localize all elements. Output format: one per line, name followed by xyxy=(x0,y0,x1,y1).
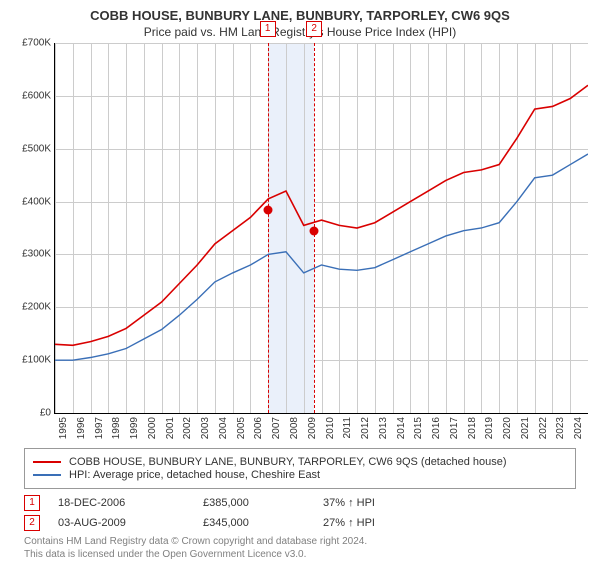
legend-box: COBB HOUSE, BUNBURY LANE, BUNBURY, TARPO… xyxy=(24,448,576,489)
x-axis-label: 2001 xyxy=(165,417,176,439)
transaction-pct: 27% ↑ HPI xyxy=(323,517,443,529)
series-hpi xyxy=(55,154,588,360)
x-axis-label: 2022 xyxy=(538,417,549,439)
footer-line-2: This data is licensed under the Open Gov… xyxy=(24,548,576,561)
marker-label-box: 2 xyxy=(306,21,322,37)
y-axis-label: £100K xyxy=(22,355,51,366)
legend-row: HPI: Average price, detached house, Ches… xyxy=(33,469,567,481)
x-axis-label: 1997 xyxy=(94,417,105,439)
x-axis-label: 2015 xyxy=(413,417,424,439)
y-axis-label: £300K xyxy=(22,249,51,260)
chart-title: COBB HOUSE, BUNBURY LANE, BUNBURY, TARPO… xyxy=(0,0,600,23)
x-axis-label: 1995 xyxy=(58,417,69,439)
transaction-marker: 1 xyxy=(24,495,40,511)
footer-line-1: Contains HM Land Registry data © Crown c… xyxy=(24,535,576,548)
y-axis-label: £500K xyxy=(22,143,51,154)
transaction-row: 2 03-AUG-2009£345,00027% ↑ HPI xyxy=(24,515,576,531)
x-axis-label: 2014 xyxy=(396,417,407,439)
x-axis-label: 2023 xyxy=(555,417,566,439)
marker-dot xyxy=(263,205,272,214)
transaction-date: 03-AUG-2009 xyxy=(58,517,203,529)
x-axis-label: 2002 xyxy=(182,417,193,439)
x-axis-label: 2007 xyxy=(271,417,282,439)
y-axis-label: £600K xyxy=(22,90,51,101)
x-axis-label: 2013 xyxy=(378,417,389,439)
x-axis-label: 2008 xyxy=(289,417,300,439)
x-axis-label: 1996 xyxy=(76,417,87,439)
transaction-price: £345,000 xyxy=(203,517,323,529)
x-axis-label: 2006 xyxy=(253,417,264,439)
x-axis-label: 2010 xyxy=(325,417,336,439)
chart-svg xyxy=(55,43,588,413)
footer-text: Contains HM Land Registry data © Crown c… xyxy=(24,535,576,561)
x-axis-label: 2019 xyxy=(484,417,495,439)
transaction-table: 1 18-DEC-2006£385,00037% ↑ HPI 2 03-AUG-200… xyxy=(24,495,576,531)
x-axis-label: 2016 xyxy=(431,417,442,439)
x-axis-label: 1999 xyxy=(129,417,140,439)
transaction-marker: 2 xyxy=(24,515,40,531)
x-axis-label: 2004 xyxy=(218,417,229,439)
x-axis-label: 2005 xyxy=(236,417,247,439)
transaction-date: 18-DEC-2006 xyxy=(58,497,203,509)
y-axis-label: £0 xyxy=(40,408,51,419)
y-axis-label: £700K xyxy=(22,38,51,49)
transaction-price: £385,000 xyxy=(203,497,323,509)
series-property xyxy=(55,85,588,345)
y-axis-label: £200K xyxy=(22,302,51,313)
x-axis-label: 2012 xyxy=(360,417,371,439)
legend-swatch xyxy=(33,474,61,476)
x-axis-label: 2003 xyxy=(200,417,211,439)
x-axis-label: 1998 xyxy=(111,417,122,439)
x-axis-label: 2024 xyxy=(573,417,584,439)
legend-swatch xyxy=(33,461,61,463)
legend-label: HPI: Average price, detached house, Ches… xyxy=(69,469,320,481)
chart-subtitle: Price paid vs. HM Land Registry's House … xyxy=(0,23,600,43)
legend-row: COBB HOUSE, BUNBURY LANE, BUNBURY, TARPO… xyxy=(33,456,567,468)
x-axis-label: 2011 xyxy=(342,417,353,439)
legend-label: COBB HOUSE, BUNBURY LANE, BUNBURY, TARPO… xyxy=(69,456,507,468)
x-axis-label: 2009 xyxy=(307,417,318,439)
x-axis-label: 2020 xyxy=(502,417,513,439)
marker-label-box: 1 xyxy=(260,21,276,37)
x-axis-label: 2017 xyxy=(449,417,460,439)
x-axis-label: 2000 xyxy=(147,417,158,439)
x-axis-label: 2021 xyxy=(520,417,531,439)
transaction-pct: 37% ↑ HPI xyxy=(323,497,443,509)
transaction-row: 1 18-DEC-2006£385,00037% ↑ HPI xyxy=(24,495,576,511)
chart-area: £0£100K£200K£300K£400K£500K£600K£700K199… xyxy=(54,43,588,414)
marker-dot xyxy=(310,226,319,235)
y-axis-label: £400K xyxy=(22,196,51,207)
x-axis-label: 2018 xyxy=(467,417,478,439)
